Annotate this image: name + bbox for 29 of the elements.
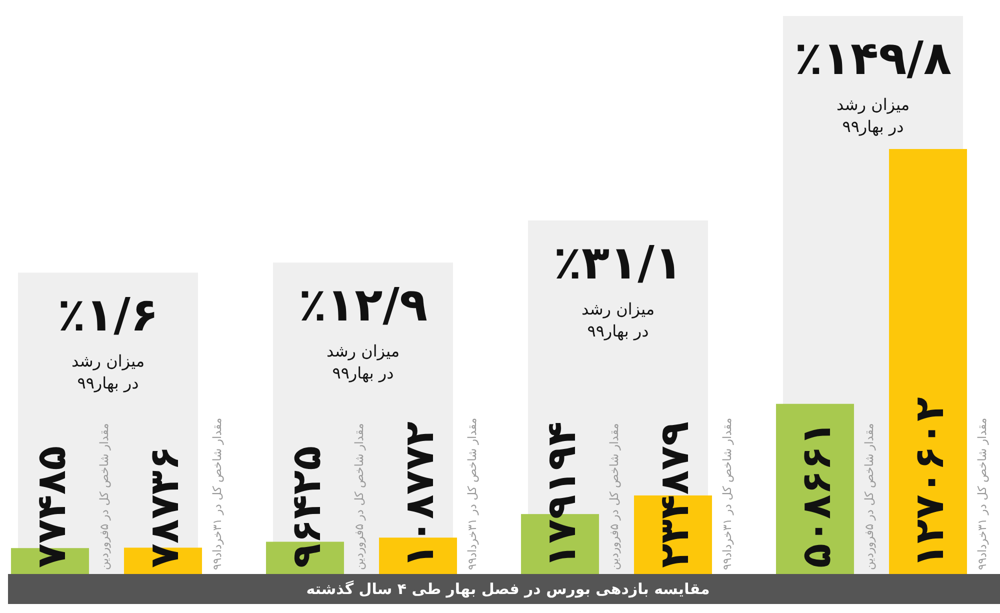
annotation: میزان رشد <box>71 352 145 371</box>
data-label: ۱۷۹۱۹۴ <box>539 422 585 568</box>
text: مقدار شاخص کل در ۳۱خرداد۹۹ <box>210 418 224 570</box>
data-label: ۷۸۷۳۶ <box>142 446 188 568</box>
data-label: ۹۶۴۲۵ <box>284 446 330 568</box>
text: مقدار شاخص کل در ۵فروردین <box>97 423 111 570</box>
annotation: ٪۱/۶ <box>57 288 159 342</box>
text: مقدار شاخص کل در ۵فروردین <box>607 423 621 570</box>
data-label: ۱۲۷۰۶۰۲ <box>907 397 953 568</box>
text: میزان رشد <box>836 95 910 114</box>
data-label: ۵۰۸۶۶۱ <box>794 422 840 568</box>
text: در بهار۹۹ <box>842 117 904 136</box>
text: مقدار شاخص کل در ۵فروردین <box>862 423 876 570</box>
text: مقدار شاخص کل در ۳۱خرداد۹۹ <box>465 418 479 570</box>
text: مقدار شاخص کل در ۵فروردین <box>352 423 366 570</box>
text: مقایسه بازدهی بورس در فصل بهار طی ۴ سال گذشته <box>306 580 710 598</box>
text: مقدار شاخص کل در ۳۱خرداد۹۹ <box>720 418 734 570</box>
annotation: ٪۳۱/۱ <box>553 235 683 290</box>
text: مقدار شاخص کل در ۳۱خرداد۹۹ <box>975 418 989 570</box>
data-label: ۷۷۴۸۵ <box>29 446 75 568</box>
annotation: میزان رشد <box>581 299 655 318</box>
annotation: ٪۱۲/۹ <box>298 278 428 332</box>
data-label: ۲۳۴۸۷۹ <box>652 422 698 568</box>
text: ٪۱۴۹/۸ <box>794 31 952 85</box>
annotation: در بهار۹۹ <box>332 364 394 383</box>
annotation: در بهار۹۹ <box>587 321 649 340</box>
annotation: میزان رشد <box>326 342 400 361</box>
annotation: در بهار۹۹ <box>77 374 139 393</box>
data-label: ۱۰۸۷۷۲ <box>397 422 443 568</box>
